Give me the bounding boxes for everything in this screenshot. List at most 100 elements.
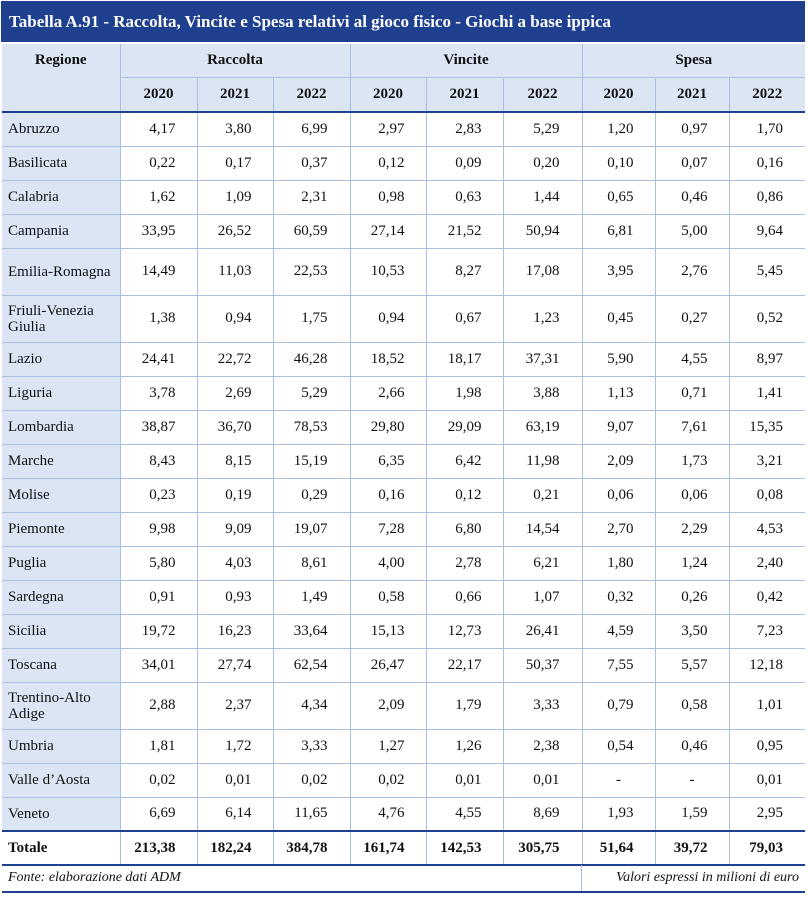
value-cell: 0,06 <box>582 478 656 513</box>
value-cell: 0,07 <box>655 146 730 181</box>
value-cell: 0,16 <box>729 146 806 181</box>
value-cell: 2,76 <box>655 248 730 296</box>
value-cell: 1,09 <box>197 180 274 215</box>
value-cell: 2,29 <box>655 512 730 547</box>
table-title: Tabella A.91 - Raccolta, Vincite e Spesa… <box>1 1 805 42</box>
value-cell: 60,59 <box>273 214 351 249</box>
value-cell: 37,31 <box>503 342 583 377</box>
value-cell: 3,95 <box>582 248 656 296</box>
value-cell: 14,49 <box>120 248 198 296</box>
value-cell: 38,87 <box>120 410 198 445</box>
value-cell: 4,53 <box>729 512 806 547</box>
value-cell: 1,62 <box>120 180 198 215</box>
value-cell: 22,53 <box>273 248 351 296</box>
header-year: 2020 <box>120 77 198 113</box>
table-row: Piemonte 9,98 9,09 19,07 7,28 6,80 14,54 2,70 2,… <box>2 512 806 547</box>
value-cell: 2,95 <box>729 797 806 832</box>
value-cell: 1,26 <box>426 729 504 764</box>
value-cell: 0,95 <box>729 729 806 764</box>
value-cell: 78,53 <box>273 410 351 445</box>
region-cell: Abruzzo <box>2 112 121 147</box>
value-cell: 50,94 <box>503 214 583 249</box>
value-cell: 3,50 <box>655 614 730 649</box>
value-cell: 0,66 <box>426 580 504 615</box>
value-cell: 19,72 <box>120 614 198 649</box>
value-cell: 0,58 <box>655 682 730 730</box>
value-cell: 1,20 <box>582 112 656 147</box>
region-cell: Puglia <box>2 546 121 581</box>
value-cell: 1,41 <box>729 376 806 411</box>
value-cell: 79,03 <box>729 830 806 866</box>
value-cell: 8,15 <box>197 444 274 479</box>
value-cell: 22,17 <box>426 648 504 683</box>
value-cell: 0,52 <box>729 295 806 343</box>
table-row: Trentino-Alto Adige 2,88 2,37 4,34 2,09 1,79 3… <box>2 682 806 730</box>
source-note: Fonte: elaborazione dati ADM <box>2 865 582 891</box>
table-row: Umbria 1,81 1,72 3,33 1,27 1,26 2,38 0,54 0,46 0,… <box>2 729 806 764</box>
header-row-years: 2020 2021 2022 2020 2021 2022 2020 2021 … <box>2 77 806 113</box>
value-cell: 26,41 <box>503 614 583 649</box>
value-cell: 19,07 <box>273 512 351 547</box>
value-cell: 21,52 <box>426 214 504 249</box>
value-cell: 0,79 <box>582 682 656 730</box>
value-cell: 5,80 <box>120 546 198 581</box>
region-cell: Toscana <box>2 648 121 683</box>
value-cell: 4,59 <box>582 614 656 649</box>
value-cell: 0,94 <box>350 295 427 343</box>
value-cell: 9,07 <box>582 410 656 445</box>
unit-note: Valori espressi in milioni di euro <box>616 870 799 885</box>
value-cell: 5,45 <box>729 248 806 296</box>
value-cell: 6,14 <box>197 797 274 832</box>
value-cell: 0,01 <box>197 763 274 798</box>
value-cell: 1,81 <box>120 729 198 764</box>
value-cell: 0,91 <box>120 580 198 615</box>
value-cell: 213,38 <box>120 830 198 866</box>
value-cell: 29,09 <box>426 410 504 445</box>
value-cell: 1,72 <box>197 729 274 764</box>
value-cell: 0,54 <box>582 729 656 764</box>
header-year: 2021 <box>655 77 730 113</box>
value-cell: 6,42 <box>426 444 504 479</box>
value-cell: 18,17 <box>426 342 504 377</box>
table-body: Abruzzo 4,17 3,80 6,99 2,97 2,83 5,29 1,20 0,97 1… <box>2 112 806 866</box>
value-cell: 0,22 <box>120 146 198 181</box>
value-cell: 3,80 <box>197 112 274 147</box>
value-cell: 6,69 <box>120 797 198 832</box>
value-cell: 6,81 <box>582 214 656 249</box>
table-row: Puglia 5,80 4,03 8,61 4,00 2,78 6,21 1,80 1,24 2,… <box>2 546 806 581</box>
value-cell: 7,28 <box>350 512 427 547</box>
header-year: 2022 <box>503 77 583 113</box>
value-cell: 15,35 <box>729 410 806 445</box>
table-row: Emilia-Romagna 14,49 11,03 22,53 10,53 8,27 17… <box>2 248 806 296</box>
value-cell: 0,46 <box>655 180 730 215</box>
data-table: Regione Raccolta Vincite Spesa 2020 2021… <box>2 44 806 866</box>
value-cell: 0,08 <box>729 478 806 513</box>
value-cell: 8,97 <box>729 342 806 377</box>
value-cell: 1,59 <box>655 797 730 832</box>
value-cell: 12,73 <box>426 614 504 649</box>
value-cell: 4,55 <box>426 797 504 832</box>
value-cell: 7,61 <box>655 410 730 445</box>
value-cell: 0,98 <box>350 180 427 215</box>
table-row: Campania 33,95 26,52 60,59 27,14 21,52 50,94 6,… <box>2 214 806 249</box>
value-cell: 1,79 <box>426 682 504 730</box>
value-cell: 51,64 <box>582 830 656 866</box>
value-cell: 50,37 <box>503 648 583 683</box>
value-cell: 2,37 <box>197 682 274 730</box>
value-cell: 0,10 <box>582 146 656 181</box>
value-cell: 17,08 <box>503 248 583 296</box>
value-cell: 62,54 <box>273 648 351 683</box>
header-year: 2020 <box>582 77 656 113</box>
value-cell: 15,19 <box>273 444 351 479</box>
value-cell: 1,80 <box>582 546 656 581</box>
value-cell: 0,42 <box>729 580 806 615</box>
value-cell: 0,97 <box>655 112 730 147</box>
header-year: 2021 <box>197 77 274 113</box>
region-cell: Liguria <box>2 376 121 411</box>
value-cell: 1,27 <box>350 729 427 764</box>
value-cell: 5,29 <box>503 112 583 147</box>
region-cell: Sicilia <box>2 614 121 649</box>
value-cell: 142,53 <box>426 830 504 866</box>
value-cell: 4,55 <box>655 342 730 377</box>
header-region: Regione <box>2 44 121 113</box>
